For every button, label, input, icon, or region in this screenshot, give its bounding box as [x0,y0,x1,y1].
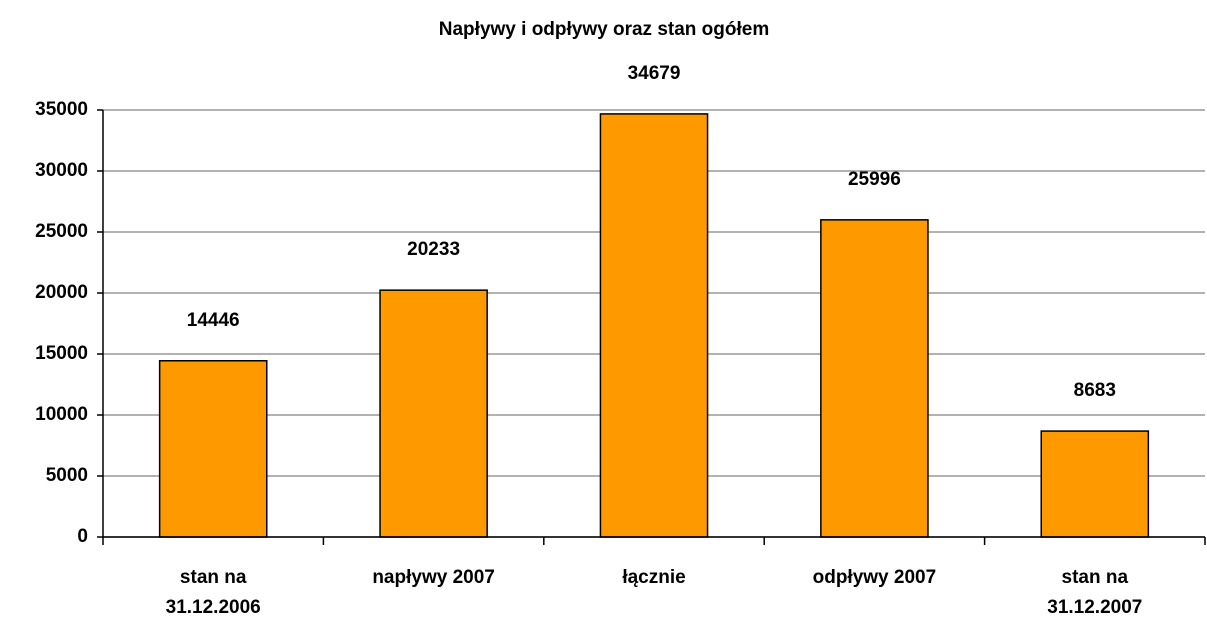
y-tick-label: 5000 [46,465,88,486]
y-tick-label: 15000 [35,343,88,364]
y-tick-label: 30000 [35,160,88,181]
y-tick-label: 0 [77,526,88,547]
bar [1040,430,1150,538]
y-tick-label: 20000 [35,282,88,303]
value-label: 20233 [407,239,460,260]
value-label: 14446 [187,310,240,331]
value-label: 25996 [848,169,901,190]
value-label: 34679 [628,63,681,84]
value-label: 8683 [1074,380,1116,401]
x-tick-label: napływy 2007 [372,567,495,588]
x-tick-label: łącznie [622,567,686,588]
chart-title: Napływy i odpływy oraz stan ogółem [439,19,769,40]
bar [820,219,929,538]
x-tick-label: stan na 31.12.2007 [1047,567,1143,618]
bar [158,360,268,538]
y-tick-label: 25000 [35,221,88,242]
bar [599,113,709,538]
y-tick-label: 35000 [35,99,88,120]
y-tick-label: 10000 [35,404,88,425]
bar [379,289,488,538]
x-tick-label: stan na 31.12.2006 [165,567,261,618]
x-tick-label: odpływy 2007 [812,567,937,588]
